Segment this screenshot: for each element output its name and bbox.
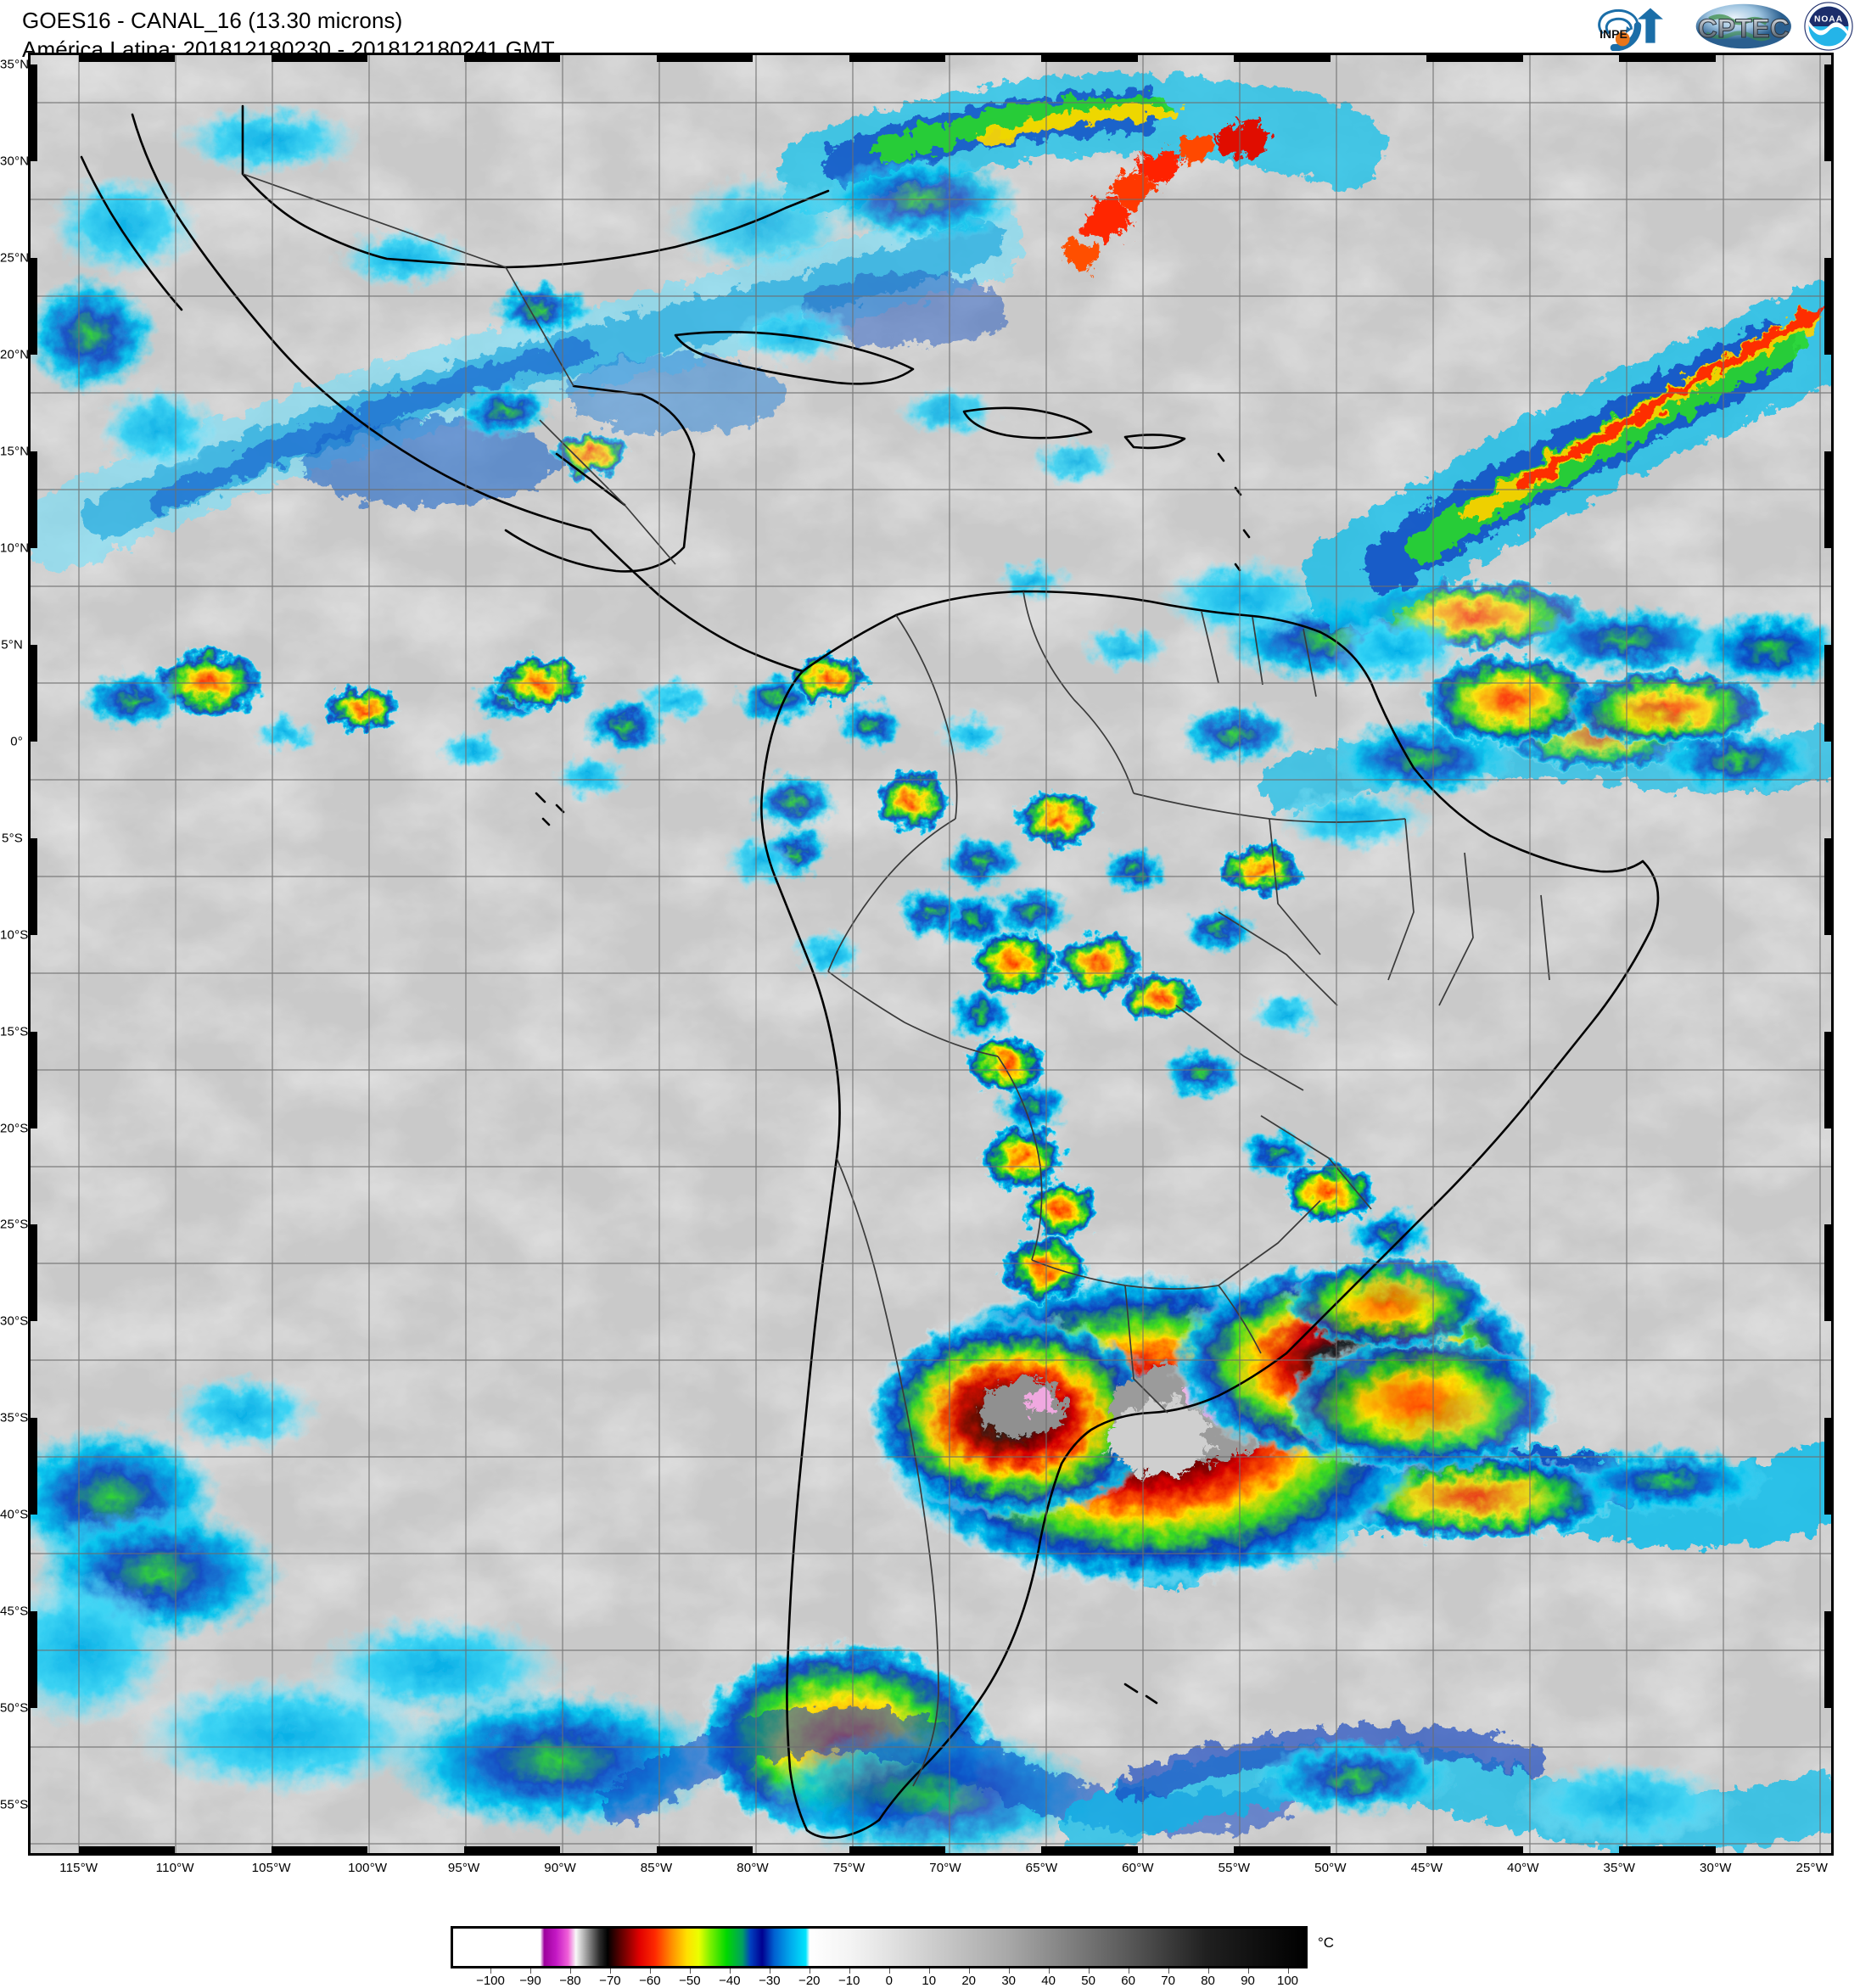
lat-label-15N: 15°N: [0, 444, 30, 459]
colorbar-tick: [1008, 1968, 1010, 1974]
lat-label-5S: 5°S: [2, 831, 23, 846]
lon-label-40W: 40°W: [1507, 1861, 1539, 1875]
lon-label-45W: 45°W: [1410, 1861, 1443, 1875]
lat-label-50S: 50°S: [0, 1700, 29, 1716]
lat-label-40S: 40°S: [0, 1507, 29, 1522]
colorbar-tick-label: 80: [1201, 1974, 1215, 1988]
colorbar-tick-label: 10: [922, 1974, 937, 1988]
colorbar-tick: [1207, 1968, 1209, 1974]
logo-group: INPE CPTEC: [1588, 1, 1853, 52]
lat-label-25N: 25°N: [0, 250, 30, 266]
colorbar-tick: [729, 1968, 731, 1974]
colorbar-gradient: [453, 1929, 1305, 1966]
temperature-colorbar[interactable]: −100 −90 −80 −70 −60 −50 −40 −30 −20 −10 0 10 20 30 40…: [451, 1926, 1334, 1988]
colorbar-tick: [1048, 1968, 1050, 1974]
colorbar-tick-label: −90: [519, 1974, 541, 1988]
lon-label-95W: 95°W: [447, 1861, 480, 1875]
svg-text:NOAA: NOAA: [1814, 14, 1843, 24]
colorbar-tick-label: 100: [1276, 1974, 1299, 1988]
colorbar-tick: [689, 1968, 691, 1974]
colorbar-tick-label: −10: [838, 1974, 860, 1988]
lon-label-35W: 35°W: [1603, 1861, 1636, 1875]
colorbar-tick: [649, 1968, 651, 1974]
svg-text:CPTEC: CPTEC: [1698, 13, 1790, 43]
colorbar-tick-label: −70: [599, 1974, 621, 1988]
colorbar-tick-label: −30: [759, 1974, 781, 1988]
lat-label-55S: 55°S: [0, 1797, 29, 1812]
colorbar-tick-label: 70: [1161, 1974, 1175, 1988]
lat-label-0: 0°: [10, 734, 23, 749]
colorbar-tick-label: 30: [1001, 1974, 1017, 1988]
colorbar-tick: [1168, 1968, 1169, 1974]
colorbar-tick: [529, 1968, 531, 1974]
colorbar-tick-label: −100: [476, 1974, 505, 1988]
header: GOES16 - CANAL_16 (13.30 microns) Améric…: [0, 0, 1860, 62]
lon-label-100W: 100°W: [348, 1861, 388, 1875]
lon-label-65W: 65°W: [1025, 1861, 1058, 1875]
colorbar-tick-label: −20: [798, 1974, 821, 1988]
colorbar-tick: [928, 1968, 930, 1974]
lon-label-115W: 115°W: [59, 1861, 98, 1875]
lat-label-20N: 20°N: [0, 347, 30, 362]
colorbar-tick: [490, 1968, 491, 1974]
lat-label-20S: 20°S: [0, 1121, 29, 1136]
colorbar-tick-label: −50: [679, 1974, 701, 1988]
colorbar-tick-label: −80: [559, 1974, 581, 1988]
lat-label-15S: 15°S: [0, 1024, 29, 1039]
lon-label-55W: 55°W: [1218, 1861, 1251, 1875]
colorbar-tick: [849, 1968, 850, 1974]
lat-label-25S: 25°S: [0, 1217, 29, 1232]
lon-label-105W: 105°W: [251, 1861, 291, 1875]
lat-label-30S: 30°S: [0, 1313, 29, 1329]
lon-label-30W: 30°W: [1700, 1861, 1732, 1875]
colorbar-tick-label: 50: [1081, 1974, 1095, 1988]
colorbar-tick-label: 20: [961, 1974, 977, 1988]
cptec-logo: CPTEC: [1696, 3, 1792, 49]
map-border-frame: [28, 53, 1834, 1856]
colorbar-tick: [888, 1968, 890, 1974]
lat-label-5N: 5°N: [1, 637, 23, 652]
lon-label-85W: 85°W: [640, 1861, 673, 1875]
lon-label-70W: 70°W: [929, 1861, 961, 1875]
colorbar-strip: [451, 1926, 1308, 1968]
colorbar-tick: [1247, 1968, 1249, 1974]
colorbar-tick: [1287, 1968, 1289, 1974]
satellite-map[interactable]: [28, 53, 1834, 1856]
lon-label-90W: 90°W: [544, 1861, 576, 1875]
colorbar-tick-label: 40: [1041, 1974, 1056, 1988]
colorbar-ticks: −100 −90 −80 −70 −60 −50 −40 −30 −20 −10 0 10 20 30 40…: [451, 1968, 1308, 1988]
colorbar-tick-label: −60: [639, 1974, 661, 1988]
noaa-logo: NOAA: [1804, 2, 1853, 51]
lon-label-110W: 110°W: [155, 1861, 194, 1875]
lat-label-35S: 35°S: [0, 1410, 29, 1425]
colorbar-tick: [1088, 1968, 1090, 1974]
lon-label-50W: 50°W: [1314, 1861, 1347, 1875]
colorbar-tick-label: 90: [1241, 1974, 1255, 1988]
svg-text:INPE: INPE: [1599, 27, 1628, 41]
colorbar-tick: [569, 1968, 571, 1974]
satellite-image-canvas[interactable]: [31, 55, 1831, 1853]
lat-label-10N: 10°N: [0, 540, 30, 556]
title-line-1: GOES16 - CANAL_16 (13.30 microns): [22, 8, 403, 33]
colorbar-tick-label: 0: [885, 1974, 893, 1988]
inpe-logo: INPE: [1598, 8, 1664, 51]
lat-label-10S: 10°S: [0, 927, 29, 943]
lon-label-60W: 60°W: [1122, 1861, 1154, 1875]
colorbar-tick: [968, 1968, 970, 1974]
lon-label-80W: 80°W: [737, 1861, 769, 1875]
satellite-infrared-image: [31, 55, 1831, 1853]
lat-label-35N: 35°N: [0, 57, 30, 72]
lon-label-75W: 75°W: [832, 1861, 866, 1875]
lat-label-30N: 30°N: [0, 154, 30, 169]
colorbar-tick: [609, 1968, 611, 1974]
colorbar-tick-label: −40: [719, 1974, 741, 1988]
colorbar-unit-label: °C: [1318, 1935, 1335, 1951]
colorbar-tick-label: 60: [1121, 1974, 1135, 1988]
lat-label-45S: 45°S: [0, 1604, 29, 1619]
lon-label-25W: 25°W: [1796, 1861, 1829, 1875]
